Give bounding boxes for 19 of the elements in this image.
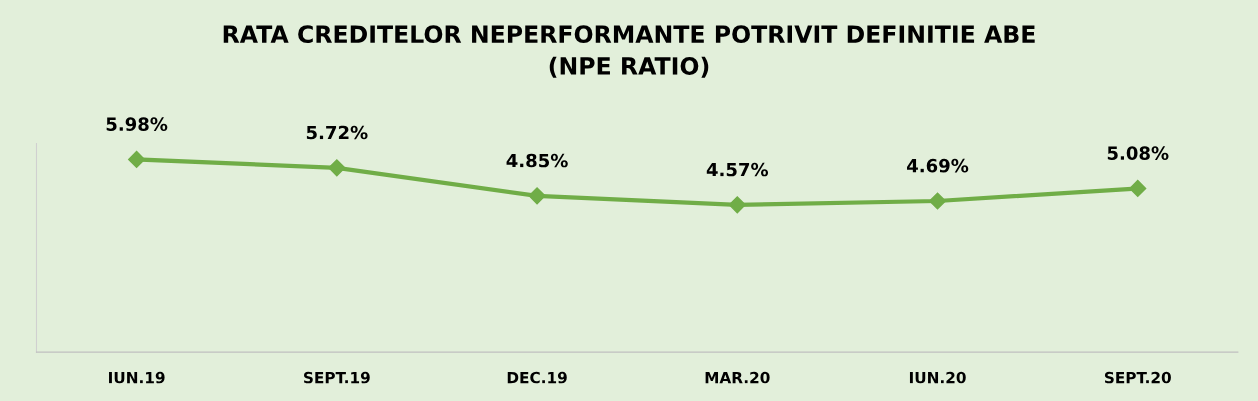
chart-title: RATA CREDITELOR NEPERFORMANTE POTRIVIT DEFINITIE ABE (NPE RATIO) xyxy=(223,25,1035,78)
data-label: 5.08% xyxy=(1107,146,1169,160)
x-tick-label: IUN.19 xyxy=(109,371,165,384)
data-label: 4.69% xyxy=(907,158,969,173)
x-tick-label: SEPT.20 xyxy=(1104,371,1171,384)
x-tick-label: DEC.19 xyxy=(507,371,567,384)
x-tick-label: SEPT.19 xyxy=(304,371,370,384)
point xyxy=(528,187,546,205)
data-label: 4.85% xyxy=(506,153,568,168)
x-tick-label: MAR.20 xyxy=(705,371,770,384)
point xyxy=(728,196,746,214)
point xyxy=(928,192,947,210)
point xyxy=(328,159,346,177)
data-label: 5.72% xyxy=(306,125,368,140)
data-label: 5.98% xyxy=(106,117,168,131)
point xyxy=(128,150,146,169)
data-label: 4.57% xyxy=(706,162,769,177)
point xyxy=(1129,179,1147,197)
x-tick-label: IUN.20 xyxy=(909,371,966,384)
